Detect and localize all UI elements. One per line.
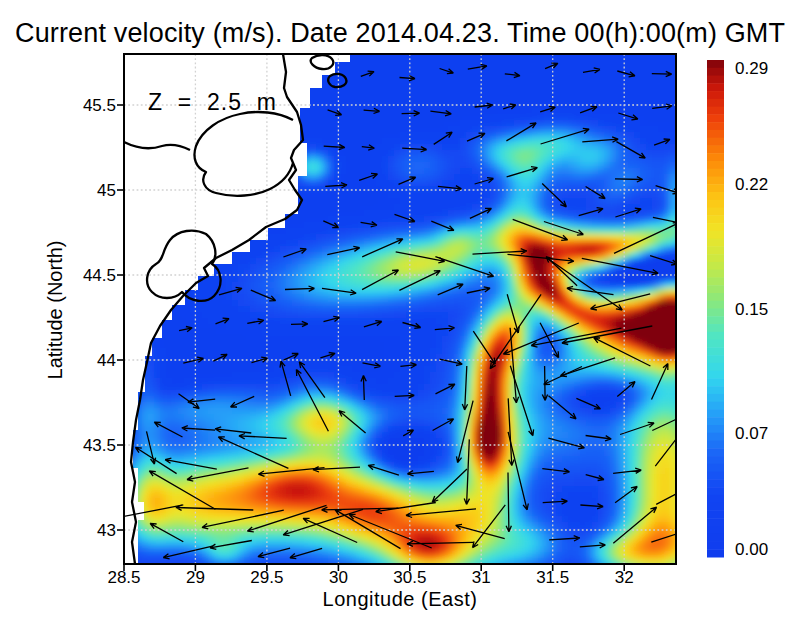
svg-text:45: 45 (97, 181, 116, 200)
svg-text:0.22: 0.22 (735, 175, 768, 194)
svg-text:32: 32 (615, 568, 634, 587)
svg-text:44.5: 44.5 (83, 266, 116, 285)
svg-text:0.15: 0.15 (735, 300, 768, 319)
svg-text:45.5: 45.5 (83, 96, 116, 115)
svg-text:31: 31 (472, 568, 491, 587)
svg-text:28.5: 28.5 (107, 568, 140, 587)
svg-text:0.29: 0.29 (735, 59, 768, 78)
svg-text:Longitude (East): Longitude (East) (323, 588, 478, 610)
svg-text:Latitude (North): Latitude (North) (44, 241, 66, 380)
svg-text:43: 43 (97, 521, 116, 540)
svg-text:30.5: 30.5 (393, 568, 426, 587)
svg-text:Current velocity (m/s). Date 2: Current velocity (m/s). Date 2014.04.23.… (15, 18, 785, 48)
svg-text:30: 30 (329, 568, 348, 587)
svg-text:Z = 2.5 m: Z = 2.5 m (148, 89, 277, 115)
svg-text:29: 29 (186, 568, 205, 587)
svg-text:44: 44 (97, 351, 116, 370)
svg-text:0.07: 0.07 (735, 424, 768, 443)
svg-text:31.5: 31.5 (536, 568, 569, 587)
svg-text:0.00: 0.00 (735, 540, 768, 559)
svg-text:43.5: 43.5 (83, 436, 116, 455)
svg-text:29.5: 29.5 (250, 568, 283, 587)
